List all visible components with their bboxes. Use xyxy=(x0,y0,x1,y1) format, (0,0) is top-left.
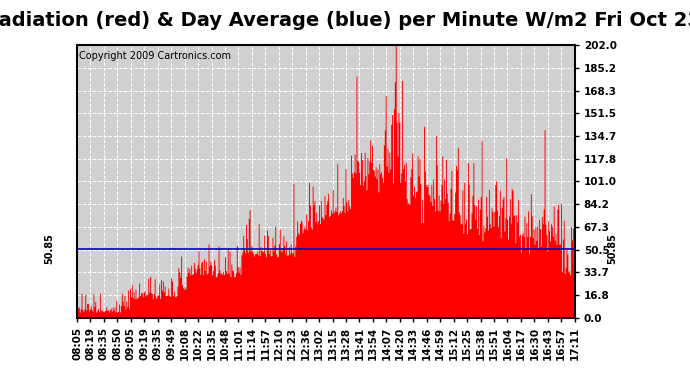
Text: Solar Radiation (red) & Day Average (blue) per Minute W/m2 Fri Oct 23 17:39: Solar Radiation (red) & Day Average (blu… xyxy=(0,11,690,30)
Text: 50.85: 50.85 xyxy=(607,234,617,264)
Text: Copyright 2009 Cartronics.com: Copyright 2009 Cartronics.com xyxy=(79,51,232,61)
Text: 50.85: 50.85 xyxy=(45,234,55,264)
